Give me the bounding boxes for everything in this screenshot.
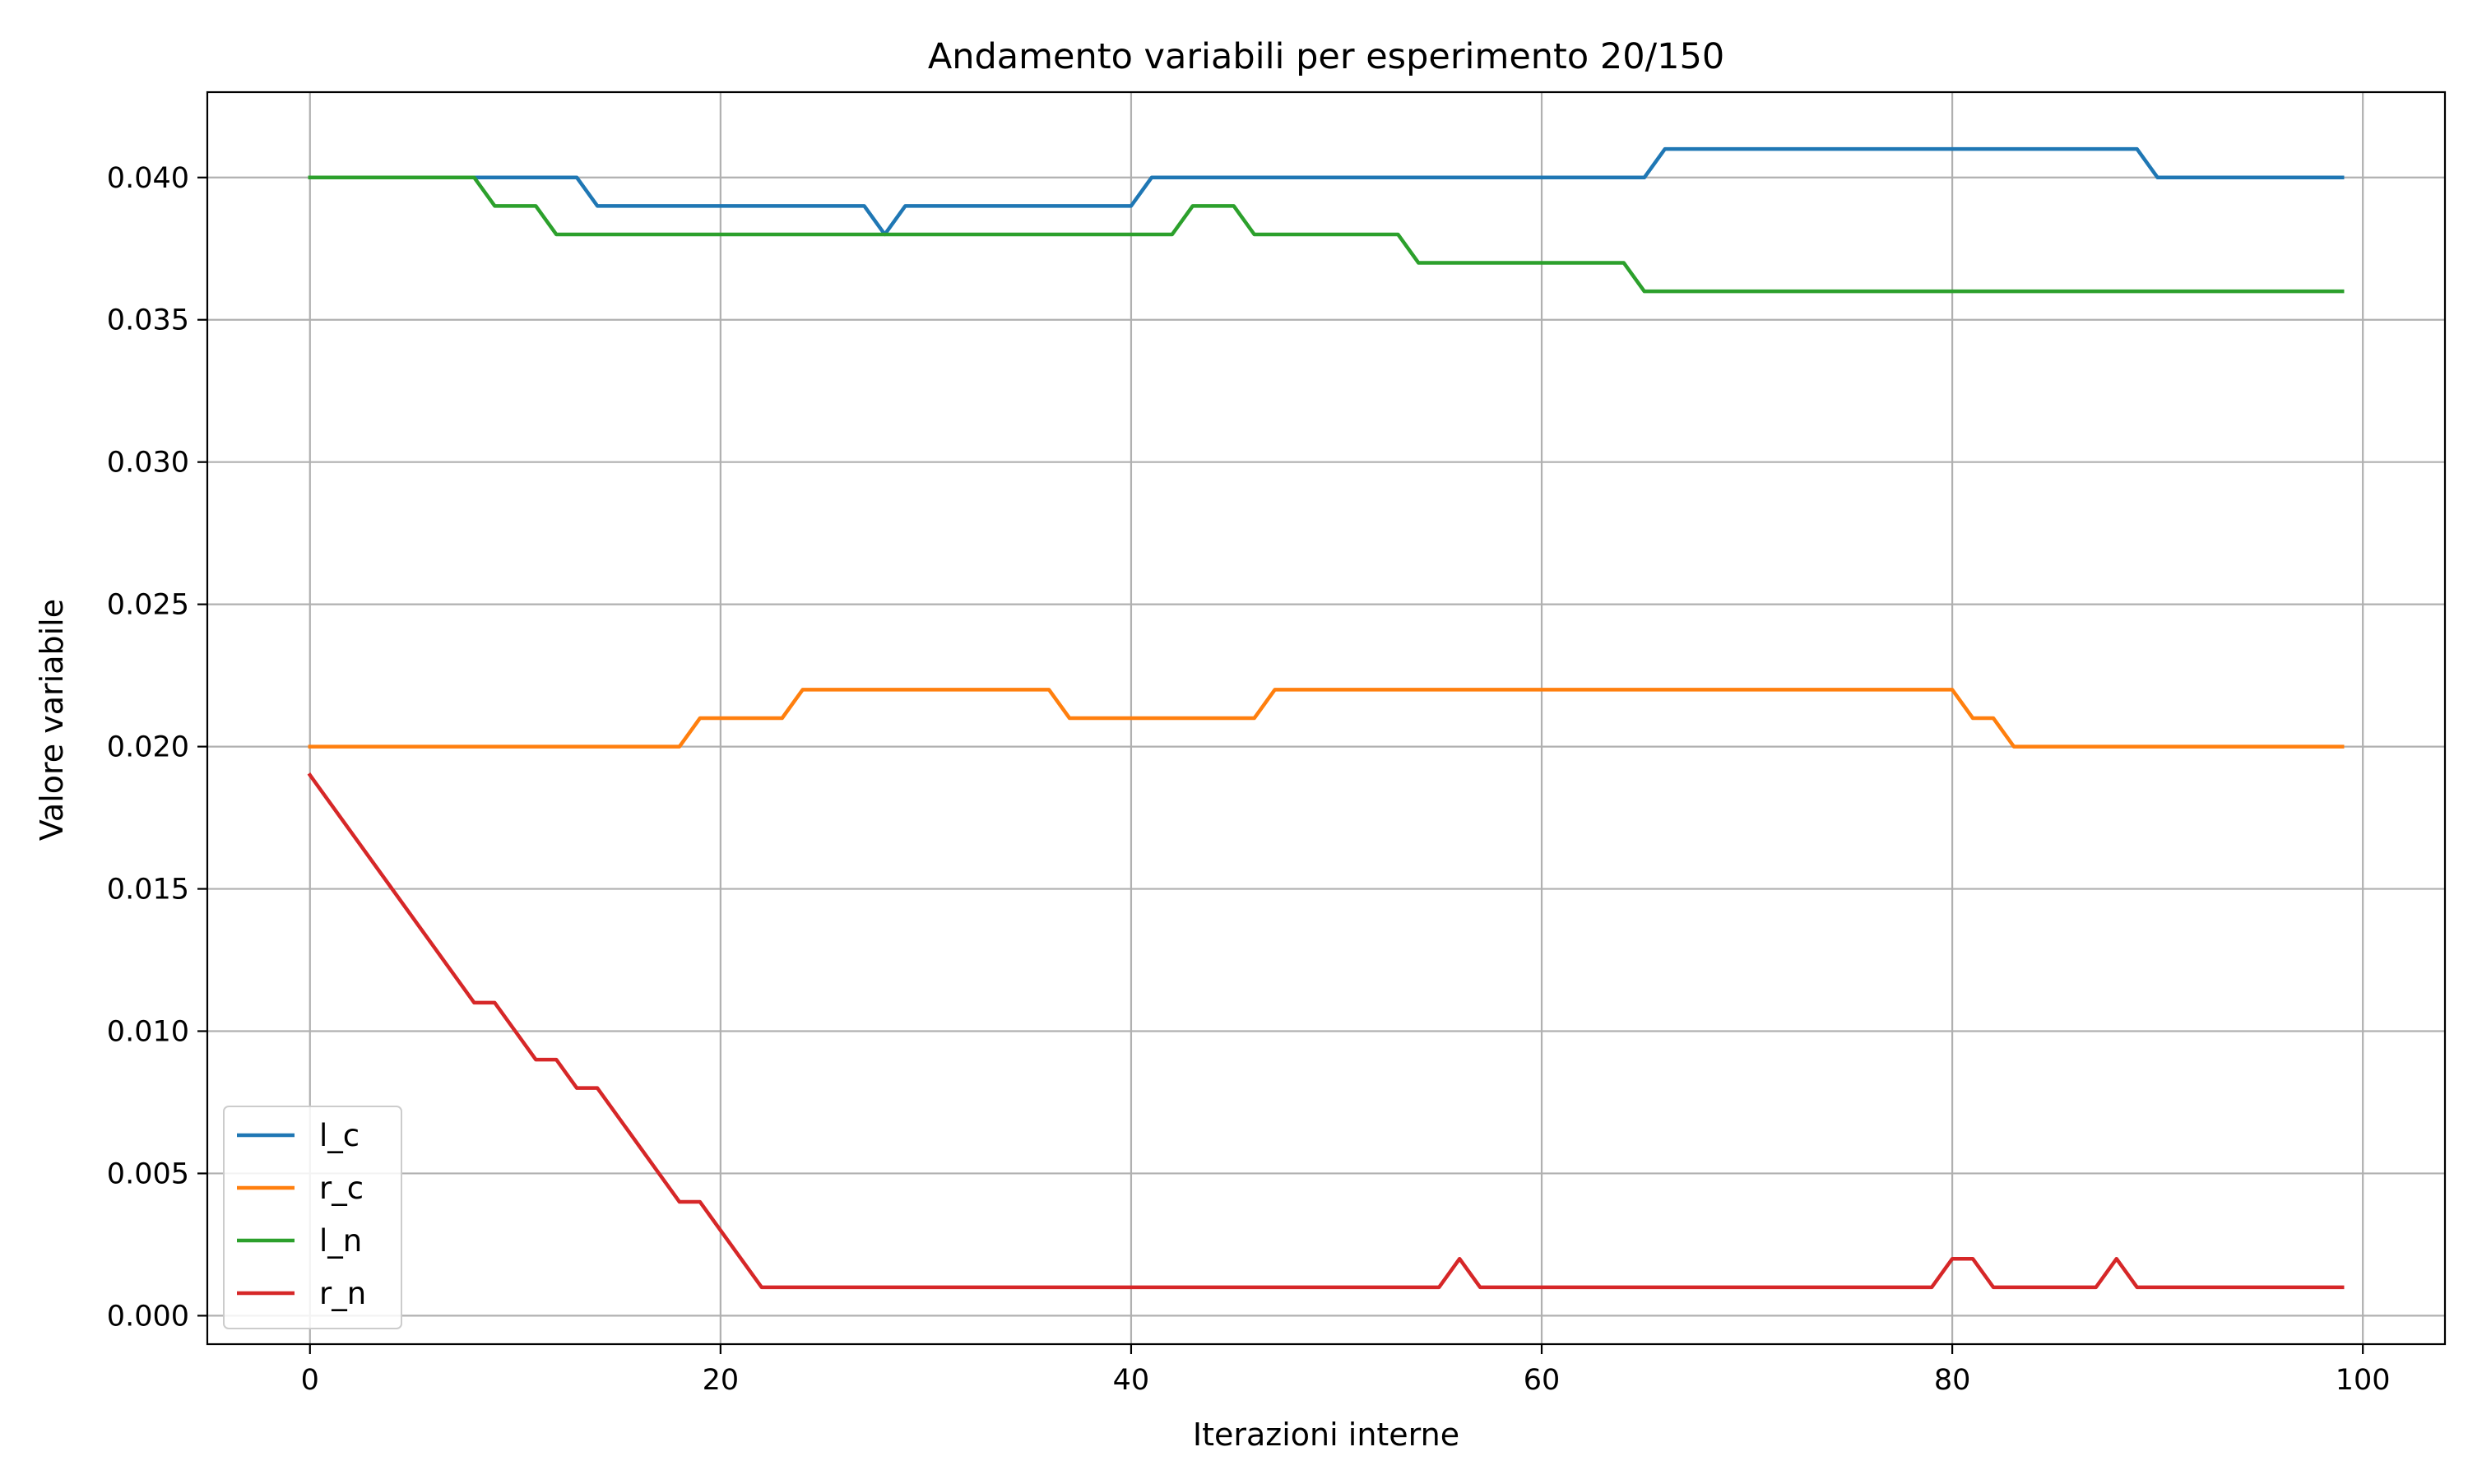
series-line-r-n [307,772,2345,1290]
legend: l_c r_c l_n r_n [223,1106,402,1329]
y-tick-label: 0.015 [107,874,189,907]
x-axis-label: Iterazioni interne [1193,1417,1459,1453]
legend-label: l_n [319,1223,362,1259]
legend-label: r_c [319,1171,364,1206]
x-tick-label: 0 [301,1364,319,1397]
y-tick-label: 0.035 [107,304,189,337]
x-tick-label: 100 [2336,1364,2391,1397]
legend-label: r_n [319,1276,366,1311]
x-tick-label: 60 [1524,1364,1561,1397]
legend-box [223,1106,402,1329]
y-tick-label: 0.030 [107,447,189,480]
legend-label: l_c [319,1118,360,1153]
y-tick-label: 0.025 [107,589,189,622]
chart-title: Andamento variabili per esperimento 20/1… [928,36,1724,77]
y-tick-label: 0.010 [107,1016,189,1049]
x-tick-label: 80 [1934,1364,1971,1397]
series-line-r-c [308,688,2345,749]
x-tick-label: 20 [703,1364,740,1397]
y-tick-label: 0.005 [107,1157,189,1190]
y-tick-label: 0.020 [107,731,189,764]
y-tick-label: 0.000 [107,1300,189,1333]
plot-area-frame [206,90,2447,1346]
axis-ticks: 0 20 40 60 80 100 0.000 0.005 0.010 0.015 0.020 0.0… [107,162,2391,1397]
x-tick-label: 40 [1113,1364,1150,1397]
y-tick-label: 0.040 [107,162,189,195]
series-line-l-c [308,146,2345,237]
y-axis-label: Valore variabile [34,599,70,841]
series-line-l-n [308,175,2345,294]
series-lines [307,146,2345,1290]
